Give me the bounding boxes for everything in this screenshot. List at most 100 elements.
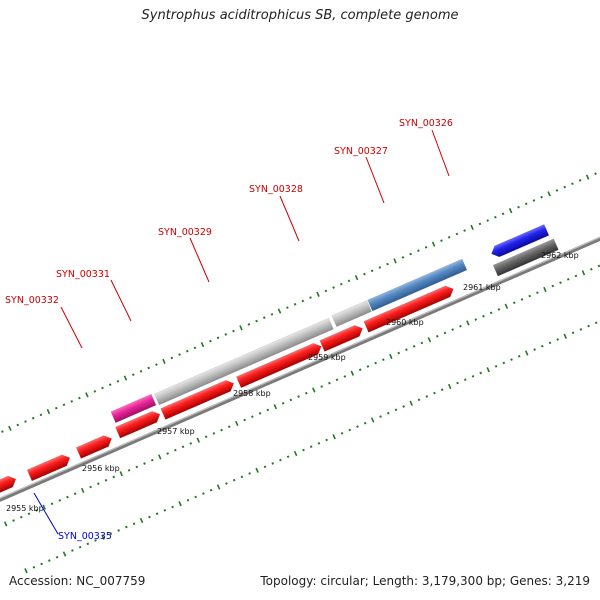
minor-tick — [536, 291, 539, 295]
minor-tick — [304, 391, 308, 395]
minor-tick — [566, 278, 570, 281]
minor-tick — [540, 195, 543, 199]
gene-syn-00332[interactable] — [115, 409, 162, 439]
accession-text: Accession: NC_007759 — [9, 574, 146, 588]
major-tick — [80, 487, 85, 494]
minor-tick — [594, 172, 597, 175]
minor-tick — [286, 306, 289, 309]
minor-tick — [216, 336, 220, 340]
gene-label-syn-00331[interactable]: SYN_00331 — [56, 269, 110, 280]
minor-tick — [155, 512, 159, 515]
gene-blue-right[interactable] — [489, 224, 550, 259]
major-tick — [255, 467, 259, 473]
scale-label-2961: 2961 kbp — [463, 283, 501, 292]
minor-tick — [501, 212, 505, 216]
gene-gray-long[interactable] — [154, 317, 334, 406]
gene-syn-00326[interactable] — [363, 283, 456, 333]
minor-tick — [578, 179, 582, 182]
major-tick — [123, 375, 128, 381]
major-tick — [447, 383, 452, 390]
gene-darkgray-right[interactable] — [492, 238, 559, 277]
minor-tick — [563, 185, 567, 189]
minor-tick — [420, 341, 424, 345]
minor-tick — [324, 289, 328, 293]
minor-tick — [301, 299, 305, 303]
minor-tick — [96, 482, 100, 485]
scale-label-2960: 2960 kbp — [386, 318, 424, 327]
minor-tick — [520, 298, 524, 301]
gene-label-syn-00329[interactable]: SYN_00329 — [158, 227, 212, 238]
gene-red-1[interactable] — [0, 474, 18, 497]
minor-tick — [116, 380, 120, 383]
minor-tick — [248, 472, 251, 475]
gene-red-3[interactable] — [75, 433, 114, 459]
minor-tick — [425, 395, 429, 398]
gene-syn-00328[interactable] — [235, 341, 323, 389]
minor-tick — [50, 502, 54, 506]
minor-tick — [328, 381, 331, 385]
gene-syn-00327[interactable] — [319, 323, 365, 352]
minor-tick — [302, 448, 305, 452]
minor-tick — [108, 383, 112, 387]
genome-summary-text: Topology: circular; Length: 3,179,300 bp… — [260, 574, 590, 588]
gene-label-syn-00328[interactable]: SYN_00328 — [249, 184, 303, 195]
minor-tick — [447, 236, 451, 239]
minor-tick — [325, 438, 328, 442]
major-tick — [3, 521, 8, 527]
gene-steelblue[interactable] — [367, 258, 468, 312]
major-tick — [350, 370, 355, 376]
minor-tick — [266, 408, 270, 412]
gene-label-syn-00332[interactable]: SYN_00332 — [5, 295, 59, 306]
minor-tick — [532, 199, 536, 202]
minor-tick — [78, 545, 82, 549]
minor-tick — [579, 328, 583, 331]
gene-red-2[interactable] — [26, 452, 72, 482]
leader-syn-00331 — [110, 279, 132, 322]
minor-tick — [125, 525, 128, 529]
major-tick — [200, 341, 205, 348]
minor-tick — [347, 279, 351, 283]
major-tick — [466, 320, 470, 326]
minor-tick — [89, 485, 92, 489]
minor-tick — [366, 365, 370, 368]
minor-tick — [463, 378, 467, 382]
minor-tick — [86, 542, 90, 546]
major-tick — [62, 551, 67, 557]
major-tick — [178, 501, 182, 507]
gene-label-syn-00326[interactable]: SYN_00326 — [399, 118, 453, 129]
minor-tick — [70, 400, 74, 403]
minor-tick — [402, 405, 405, 408]
minor-tick — [12, 519, 15, 522]
scale-label-2962: 2962 kbp — [541, 251, 579, 260]
minor-tick — [386, 262, 389, 266]
gene-label-syn-00335[interactable]: SYN_00335 — [58, 531, 112, 542]
gene-syn-00329[interactable] — [160, 378, 236, 420]
minor-tick — [340, 431, 344, 435]
minor-tick — [297, 395, 300, 398]
major-tick — [547, 191, 551, 197]
minor-tick — [150, 458, 154, 462]
minor-tick — [135, 465, 139, 469]
major-tick — [504, 303, 509, 309]
minor-tick — [356, 425, 359, 428]
minor-tick — [32, 565, 36, 569]
minor-tick — [332, 286, 335, 289]
gene-syn-00331[interactable] — [110, 393, 157, 424]
major-tick — [431, 241, 436, 247]
major-tick — [293, 450, 298, 457]
minor-tick — [16, 423, 20, 427]
minor-tick — [463, 229, 466, 232]
minor-tick — [185, 349, 189, 353]
minor-tick — [510, 358, 513, 361]
minor-tick — [440, 388, 444, 392]
gene-label-syn-00327[interactable]: SYN_00327 — [334, 146, 388, 157]
minor-tick — [232, 478, 236, 482]
minor-tick — [232, 329, 235, 333]
major-tick — [486, 367, 490, 373]
minor-tick — [394, 408, 398, 412]
minor-tick — [412, 345, 416, 348]
minor-tick — [443, 331, 447, 335]
gene-gray-short[interactable] — [331, 300, 372, 327]
minor-tick — [251, 415, 254, 418]
minor-tick — [401, 256, 405, 259]
